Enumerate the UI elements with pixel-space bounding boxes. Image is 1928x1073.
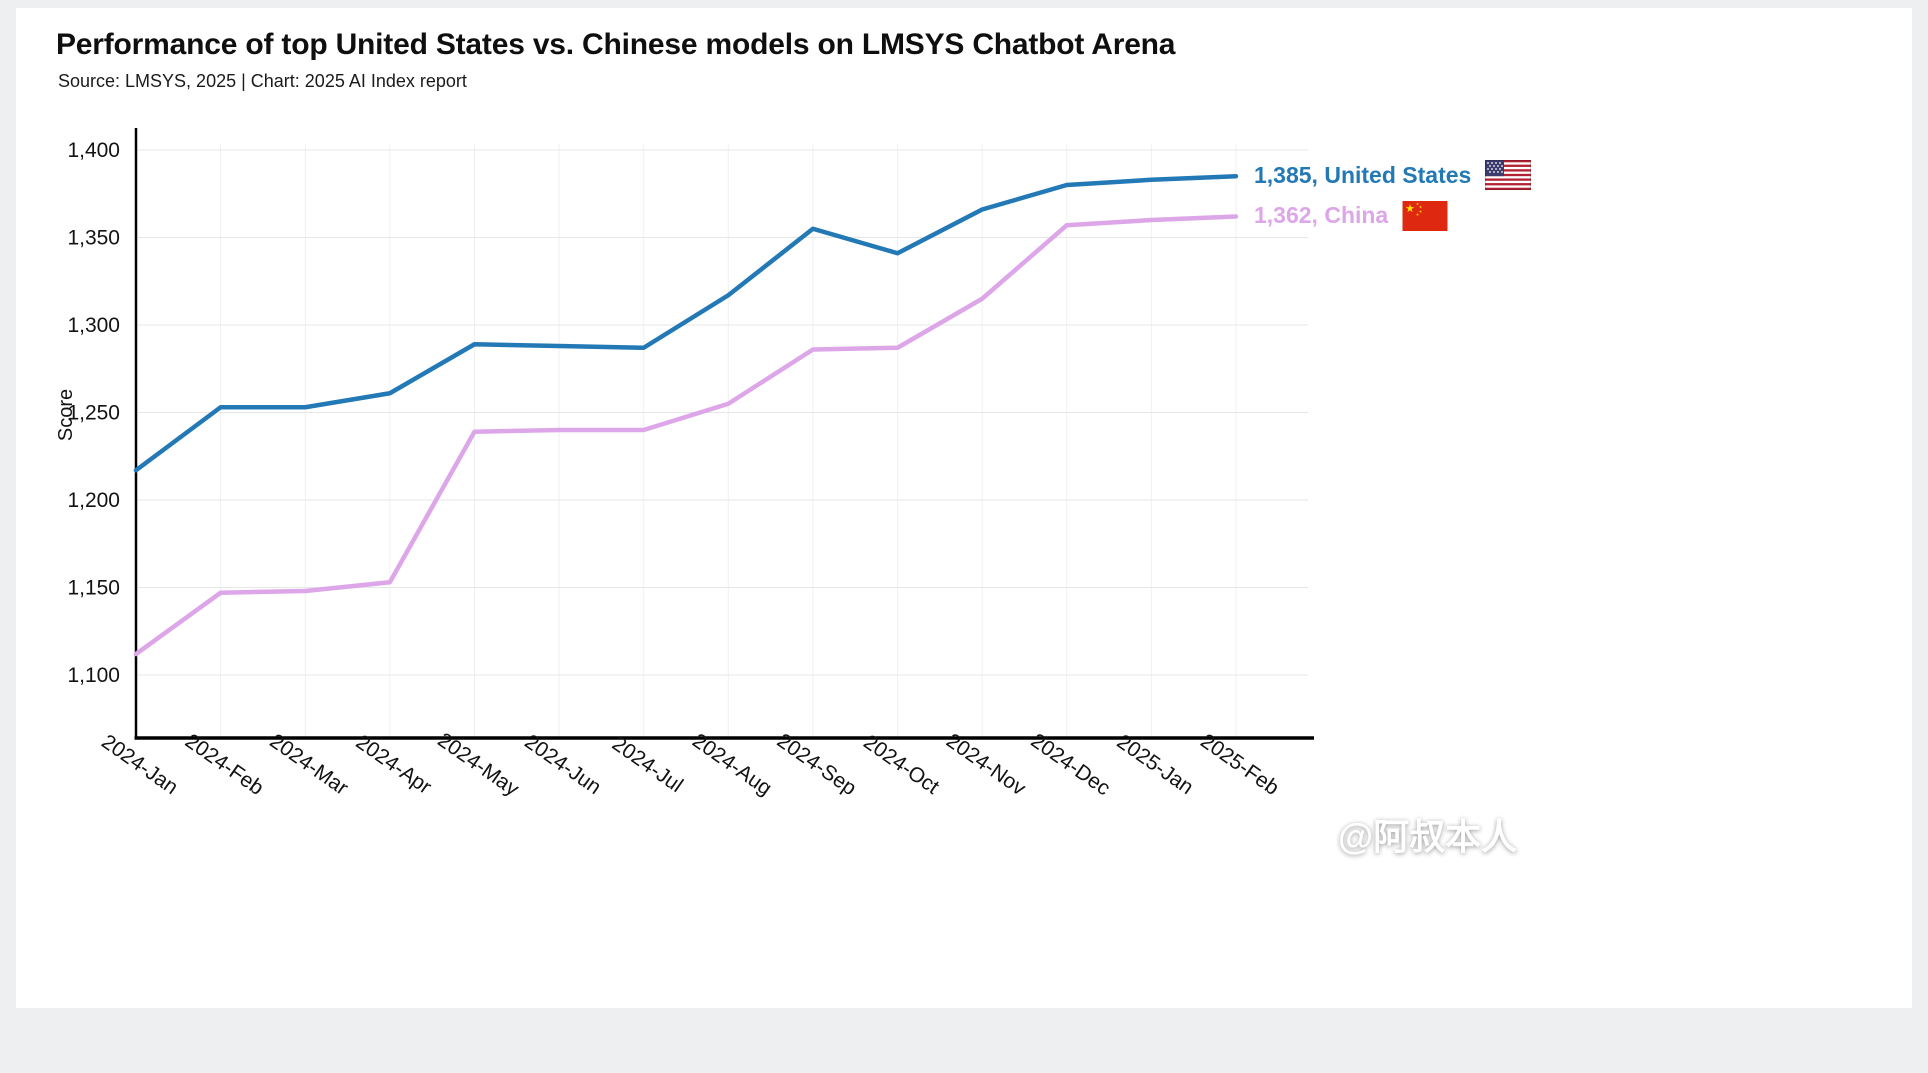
us-flag-icon [1485,160,1532,191]
line-chart: 1,100 1,150 1,200 1,250 1,300 1,350 1,400 2024-… [55,128,1314,801]
y-tick-label: 1,200 [67,489,120,512]
x-tick-label: 2024-Apr [352,730,436,798]
chart-panel: Performance of top United States vs. Chi… [16,8,1912,1008]
series-line-1 [133,214,1239,657]
chart-title: Performance of top United States vs. Chi… [56,28,1176,61]
y-tick-label: 1,400 [67,139,120,162]
x-tick-label: 2025-Jan [1113,730,1198,799]
watermark: @阿叔本人 [1288,808,1517,860]
china-end-label-text: 1,362, China [1254,202,1389,228]
chart-area: 1,100 1,150 1,200 1,250 1,300 1,350 1,400 2024-… [46,100,1646,880]
weibo-logo-icon [1292,819,1327,850]
china-end-label: 1,362, China [1254,200,1448,231]
us-end-label-text: 1,385, United States [1254,161,1472,188]
x-tick-label: 2024-Oct [859,730,943,798]
y-tick-label: 1,150 [67,577,120,600]
watermark-text: @阿叔本人 [1338,816,1518,857]
x-tick-label: 2024-Jun [520,730,605,799]
china-flag-icon [1402,200,1448,231]
us-end-label: 1,385, United States [1254,160,1532,191]
y-axis-title: Score [55,389,77,441]
series-line-0 [133,174,1239,473]
x-tick-label: 2024-Jul [608,732,687,797]
x-tick-label: 2024-Sep [773,729,861,800]
x-tick-label: 2024-Dec [1027,729,1115,800]
x-tick-label: 2025-Feb [1196,729,1283,799]
y-tick-label: 1,250 [67,402,120,425]
y-tick-label: 1,100 [67,664,120,687]
x-tick-label: 2024-Feb [181,729,268,799]
y-tick-label: 1,300 [67,314,120,337]
x-tick-label: 2024-Jan [97,730,182,799]
x-tick-label: 2024-Mar [266,729,353,799]
chart-source: Source: LMSYS, 2025 | Chart: 2025 AI Ind… [58,71,467,91]
x-tick-label: 2024-Aug [688,729,776,800]
y-tick-label: 1,350 [67,227,120,250]
x-tick-label: 2024-Nov [942,729,1030,800]
